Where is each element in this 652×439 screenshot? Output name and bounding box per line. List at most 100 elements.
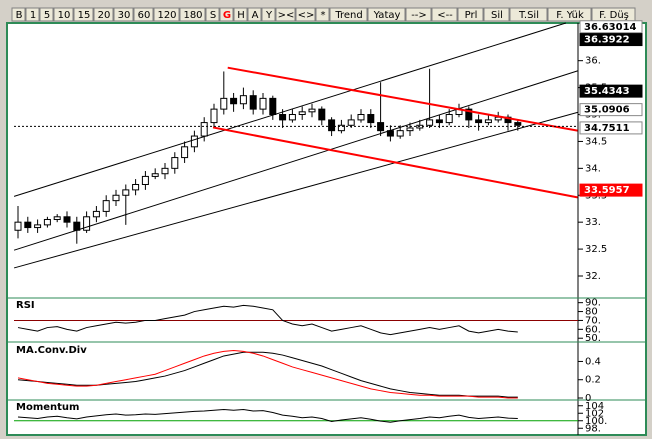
toolbar-label[interactable]: 10: [58, 10, 71, 21]
candle-body: [102, 200, 110, 212]
toolbar-button[interactable]: [483, 7, 510, 22]
toolbar-label[interactable]: Sil: [491, 10, 503, 21]
candle-body: [181, 146, 189, 159]
toolbar-label[interactable]: F. Düş: [599, 10, 629, 21]
toolbar-button[interactable]: [457, 7, 484, 22]
toolbar-button[interactable]: [329, 7, 368, 22]
toolbar-label[interactable]: S: [210, 10, 216, 21]
toolbar-label[interactable]: B: [16, 10, 23, 21]
toolbar-button[interactable]: [11, 7, 26, 22]
candle-body: [347, 119, 355, 126]
toolbar-label[interactable]: 1: [30, 10, 36, 21]
candle-body: [445, 114, 453, 124]
toolbar-button[interactable]: [73, 7, 94, 22]
price-marker: [579, 84, 643, 98]
toolbar-button[interactable]: [315, 7, 330, 22]
candle-body: [92, 210, 100, 218]
toolbar-label[interactable]: Trend: [334, 10, 362, 21]
candle-body: [190, 135, 198, 148]
toolbar-label[interactable]: 60: [138, 10, 151, 21]
candle-body: [269, 97, 277, 116]
panel-title: MA.Conv.Div: [16, 345, 87, 356]
y-tick-label: 36.: [585, 56, 601, 67]
toolbar-button[interactable]: [275, 7, 296, 22]
toolbar-button[interactable]: [39, 7, 54, 22]
candle-body: [426, 119, 434, 126]
toolbar-button[interactable]: [219, 7, 234, 22]
toolbar-label[interactable]: 180: [183, 10, 202, 21]
toolbar-button[interactable]: [113, 7, 134, 22]
toolbar-label[interactable]: <>: [298, 10, 315, 21]
toolbar-button[interactable]: [133, 7, 154, 22]
candle-body: [24, 221, 32, 229]
trendline: [13, 111, 578, 269]
price-marker: [579, 183, 643, 197]
trendline: [212, 126, 578, 199]
candle-body: [406, 127, 414, 132]
toolbar-label[interactable]: 15: [78, 10, 91, 21]
candle-body: [435, 119, 443, 124]
indicator-line: [17, 304, 518, 336]
toolbar-label[interactable]: Prl: [465, 10, 478, 21]
y-tick-label: 102: [585, 408, 604, 419]
toolbar-label[interactable]: <--: [437, 10, 453, 21]
toolbar-button[interactable]: [367, 7, 406, 22]
panel-title: RSI: [16, 300, 35, 311]
candle-body: [210, 108, 218, 124]
toolbar-label[interactable]: G: [223, 10, 231, 21]
candle-body: [200, 122, 208, 137]
toolbar-label[interactable]: Y: [265, 10, 273, 21]
toolbar-button[interactable]: [261, 7, 276, 22]
candle-body: [122, 189, 130, 196]
chart-frame: [6, 22, 647, 436]
toolbar-button[interactable]: [179, 7, 206, 22]
toolbar-button[interactable]: [405, 7, 432, 22]
toolbar-button[interactable]: [295, 7, 316, 22]
toolbar-label[interactable]: ><: [278, 10, 295, 21]
candle-body: [83, 216, 91, 231]
toolbar-button[interactable]: [233, 7, 248, 22]
indicator-line: [17, 349, 518, 399]
candle-body: [161, 167, 169, 175]
y-tick-label: 34.: [585, 163, 601, 174]
toolbar-button[interactable]: [509, 7, 548, 22]
price-marker-label: 36.3922: [584, 35, 630, 46]
candle-body: [132, 183, 140, 191]
toolbar-label[interactable]: *: [321, 10, 326, 21]
toolbar-button[interactable]: [153, 7, 180, 22]
toolbar-label[interactable]: A: [252, 10, 259, 21]
panel-title: Momentum: [16, 402, 79, 413]
toolbar-label[interactable]: T.Sil: [518, 10, 539, 21]
candle-body: [63, 216, 71, 223]
candle-body: [475, 119, 483, 124]
y-tick-label: 90.: [585, 298, 601, 309]
y-tick-label: 98.: [585, 423, 601, 434]
toolbar-button[interactable]: [93, 7, 114, 22]
toolbar-label[interactable]: Yatay: [373, 10, 401, 21]
toolbar-label[interactable]: F. Yük: [556, 10, 584, 21]
candle-body: [249, 95, 257, 110]
toolbar-button[interactable]: [25, 7, 40, 22]
y-tick-label: 100.: [585, 416, 607, 427]
candle-body: [465, 108, 473, 121]
toolbar-label[interactable]: 20: [98, 10, 111, 21]
toolbar-label[interactable]: 30: [118, 10, 131, 21]
price-marker-label: 35.0906: [584, 105, 630, 116]
candle-body: [396, 130, 404, 137]
toolbar-button[interactable]: [205, 7, 220, 22]
candle-body: [151, 173, 159, 177]
toolbar-label[interactable]: 120: [157, 10, 176, 21]
candle-body: [514, 122, 522, 126]
candle-body: [288, 114, 296, 121]
toolbar-button[interactable]: [247, 7, 262, 22]
y-tick-label: 33.: [585, 217, 601, 228]
toolbar-label[interactable]: -->: [411, 10, 427, 21]
toolbar-label[interactable]: 5: [44, 10, 50, 21]
y-tick-label: 60.: [585, 324, 601, 335]
toolbar-button[interactable]: [431, 7, 458, 22]
toolbar-label[interactable]: H: [237, 10, 245, 21]
toolbar-button[interactable]: [53, 7, 74, 22]
toolbar-button[interactable]: [547, 7, 592, 22]
candle-body: [337, 124, 345, 132]
